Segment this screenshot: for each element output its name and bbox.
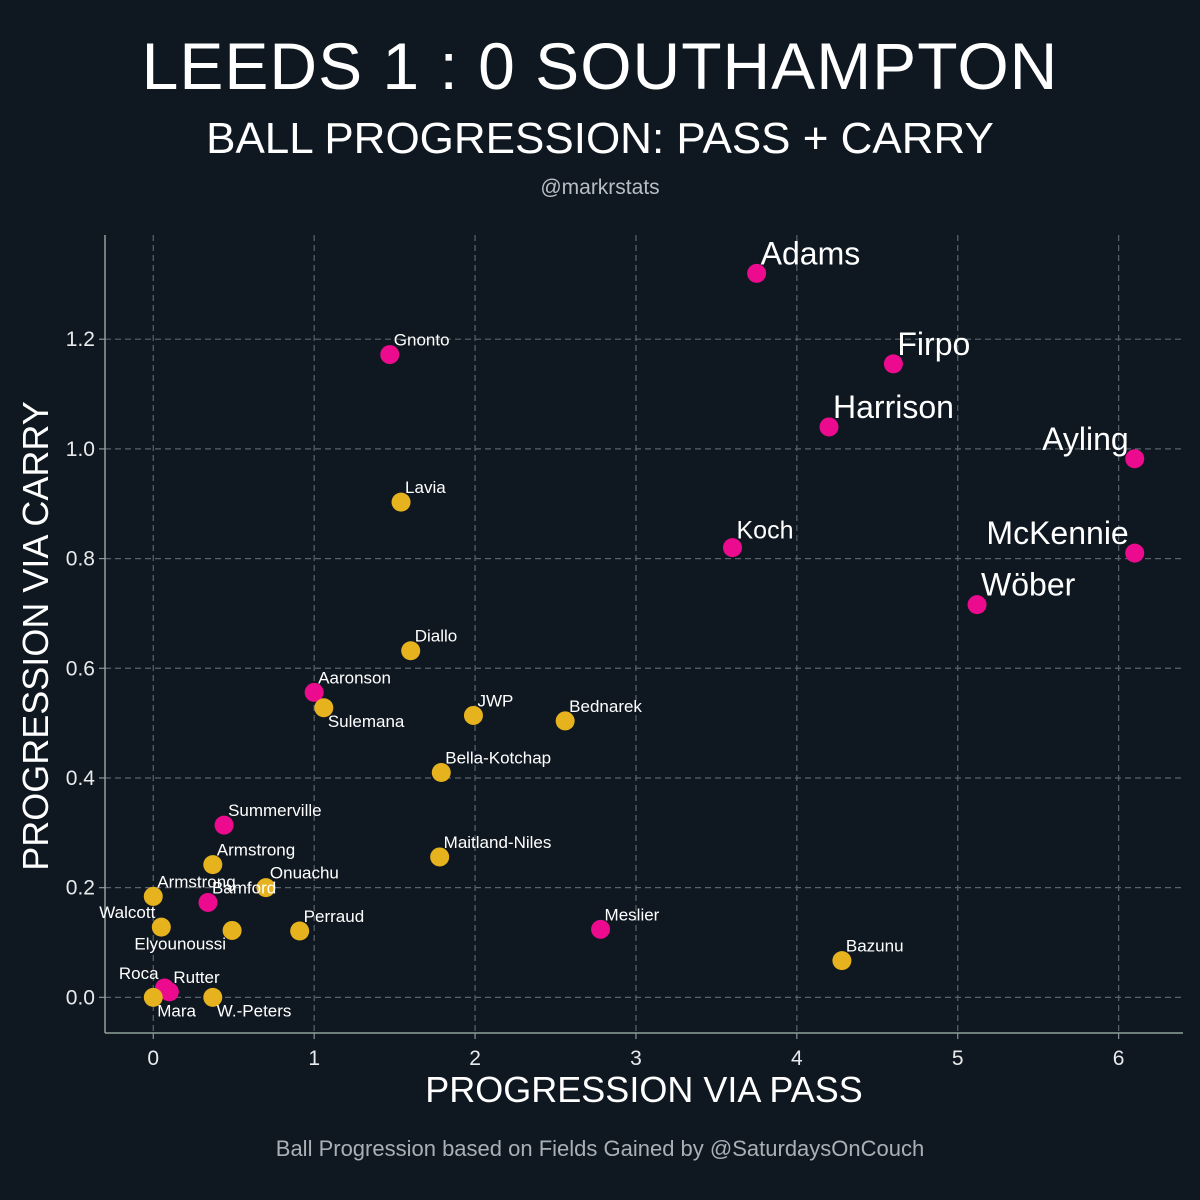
data-point-leeds — [967, 595, 987, 615]
point-label: Lavia — [405, 478, 446, 497]
x-axis-title: PROGRESSION VIA PASS — [425, 1069, 862, 1110]
chart-subtitle: BALL PROGRESSION: PASS + CARRY — [206, 114, 994, 163]
y-axis-title: PROGRESSION VIA CARRY — [15, 401, 56, 870]
point-label: McKennie — [986, 515, 1128, 551]
data-point-southampton — [151, 917, 171, 937]
y-tick-label: 0.4 — [66, 767, 96, 790]
y-tick-label: 0.6 — [66, 657, 95, 680]
data-point-southampton — [431, 762, 451, 782]
point-label: Koch — [736, 517, 793, 545]
point-label: Meslier — [605, 905, 660, 924]
data-point-southampton — [203, 855, 223, 875]
x-tick-label: 6 — [1113, 1047, 1125, 1070]
point-label: Summerville — [228, 801, 322, 820]
data-point-leeds — [304, 682, 324, 702]
author-handle: @markrstats — [540, 176, 660, 199]
point-label: JWP — [477, 691, 513, 710]
tick-labels: 0 1 2 3 4 5 6 0.0 0.2 0.4 0.6 0.8 1.0 1.2 — [66, 328, 1125, 1070]
data-point-southampton — [256, 878, 276, 898]
data-point-southampton — [391, 492, 411, 512]
point-label: Bednarek — [569, 697, 642, 716]
data-point-southampton — [555, 711, 575, 731]
data-point-leeds — [747, 263, 767, 283]
y-tick-label: 0.0 — [66, 986, 95, 1009]
data-point-southampton — [222, 920, 242, 940]
x-tick-label: 4 — [791, 1047, 803, 1070]
data-points — [143, 263, 1145, 1007]
x-tick-label: 5 — [952, 1047, 964, 1070]
y-tick-label: 0.8 — [66, 548, 95, 571]
point-label: Bamford — [212, 878, 276, 897]
point-label: Adams — [761, 235, 861, 271]
point-label: Roca — [119, 964, 159, 983]
axes — [99, 235, 1183, 1039]
point-label: Harrison — [833, 389, 954, 425]
data-point-leeds — [1125, 543, 1145, 563]
data-point-leeds — [380, 345, 400, 365]
point-label: Ayling — [1042, 421, 1129, 457]
point-label: W.-Peters — [217, 1001, 292, 1020]
data-point-leeds — [883, 354, 903, 374]
point-label: Armstrong — [157, 872, 235, 891]
footer-credit: Ball Progression based on Fields Gained … — [275, 1136, 925, 1161]
data-point-southampton — [430, 847, 450, 867]
point-label: Rutter — [173, 968, 220, 987]
data-point-leeds — [198, 892, 218, 912]
data-point-leeds — [722, 538, 742, 558]
point-label: Walcott — [99, 903, 155, 922]
point-label: Mara — [157, 1001, 196, 1020]
x-tick-label: 3 — [630, 1047, 642, 1070]
point-label: Diallo — [415, 627, 458, 646]
x-tick-label: 1 — [308, 1047, 320, 1070]
point-label: Wöber — [981, 567, 1076, 603]
point-labels: Adams Firpo Harrison Ayling McKennie Wöber Koc… — [99, 235, 1128, 1020]
point-label: Onuachu — [270, 864, 339, 883]
data-point-southampton — [463, 705, 483, 725]
data-point-leeds — [1125, 449, 1145, 469]
point-label: Bella-Kotchap — [445, 748, 551, 767]
point-label: Firpo — [897, 326, 970, 362]
point-label: Bazunu — [846, 937, 904, 956]
data-point-leeds — [591, 919, 611, 939]
point-label: Maitland-Niles — [444, 833, 552, 852]
data-point-southampton — [143, 987, 163, 1007]
point-label: Sulemana — [328, 712, 405, 731]
point-label: Gnonto — [394, 331, 450, 350]
point-label: Elyounoussi — [134, 934, 226, 953]
data-point-southampton — [401, 641, 421, 661]
data-point-southampton — [832, 951, 852, 971]
x-tick-label: 0 — [147, 1047, 159, 1070]
y-tick-label: 0.2 — [66, 877, 95, 900]
data-point-southampton — [314, 698, 334, 718]
data-point-leeds — [214, 815, 234, 835]
point-label: Perraud — [304, 907, 364, 926]
chart-title: LEEDS 1 : 0 SOUTHAMPTON — [141, 29, 1059, 103]
point-label: Aaronson — [318, 668, 391, 687]
x-tick-label: 2 — [469, 1047, 481, 1070]
y-tick-label: 1.2 — [66, 328, 95, 351]
data-point-southampton — [143, 886, 163, 906]
y-tick-label: 1.0 — [66, 438, 95, 461]
data-point-southampton — [290, 921, 310, 941]
grid-lines — [105, 235, 1183, 1033]
data-point-leeds — [819, 417, 839, 437]
point-label: Armstrong — [217, 841, 295, 860]
data-point-southampton — [203, 987, 223, 1007]
